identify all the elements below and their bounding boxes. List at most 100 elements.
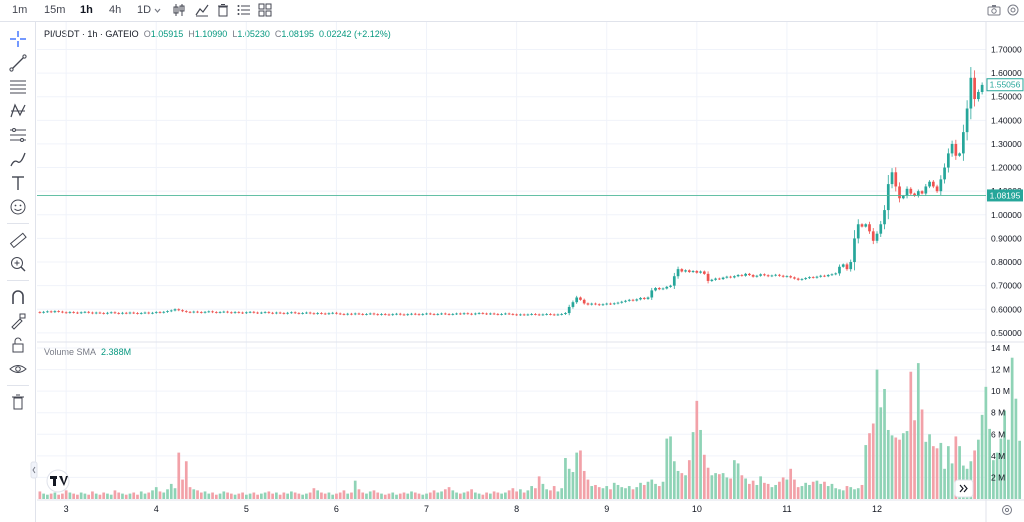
candle-body — [620, 301, 624, 303]
candle-body — [173, 309, 177, 311]
emoji-icon[interactable] — [8, 197, 28, 217]
list-icon[interactable] — [237, 3, 251, 17]
lock-drawing-icon[interactable] — [8, 311, 28, 331]
volume-bar — [992, 460, 995, 499]
ruler-icon[interactable] — [8, 230, 28, 250]
volume-bar — [624, 488, 627, 499]
timeframe-15m[interactable]: 15m — [44, 4, 66, 16]
timeframe-1d[interactable]: 1D — [133, 3, 165, 17]
volume-bar — [68, 492, 72, 499]
time-tick-label: 10 — [692, 504, 702, 514]
trash-icon[interactable] — [8, 392, 28, 412]
volume-bar — [687, 460, 691, 499]
volume-bar — [744, 478, 747, 499]
eye-icon[interactable] — [8, 359, 28, 379]
volume-bar — [162, 492, 166, 499]
measure-icon[interactable] — [8, 125, 28, 145]
timeframe-1m[interactable]: 1m — [12, 4, 28, 16]
candle-body — [624, 300, 627, 302]
candle-body — [466, 313, 470, 315]
price-tick-label: 0.80000 — [991, 257, 1022, 267]
volume-legend[interactable]: Volume SMA 2.388M — [44, 347, 131, 357]
candle-body — [406, 314, 410, 316]
pattern-icon[interactable] — [8, 101, 28, 121]
volume-bar — [199, 492, 203, 499]
indicators-icon[interactable] — [195, 3, 209, 17]
magnet-icon[interactable] — [8, 287, 28, 307]
trendline-icon[interactable] — [8, 53, 28, 73]
volume-bar — [489, 493, 492, 499]
candle-body — [860, 224, 864, 227]
candle-body — [778, 274, 781, 276]
candle-body — [691, 271, 695, 272]
volume-bar — [1007, 439, 1010, 499]
volume-bar — [639, 482, 642, 499]
candle-body — [522, 314, 526, 316]
candle-body — [687, 270, 691, 272]
candle-body — [939, 179, 943, 192]
layout-icon[interactable] — [258, 3, 272, 17]
candles-icon[interactable] — [172, 3, 186, 17]
candle-body — [871, 231, 875, 241]
volume-bar — [293, 492, 297, 499]
volume-bar — [823, 481, 826, 499]
volume-bar — [594, 484, 597, 499]
settings-icon[interactable] — [1006, 3, 1020, 17]
volume-bar — [410, 491, 413, 499]
volume-bar — [680, 473, 684, 499]
candle-body — [609, 303, 612, 305]
crosshair-icon[interactable] — [8, 29, 28, 49]
candle-body — [128, 312, 132, 314]
volume-bar — [841, 490, 845, 499]
scroll-to-realtime-button[interactable] — [954, 479, 974, 498]
candle-body — [425, 313, 428, 315]
volume-sma-label: Volume SMA — [44, 347, 97, 357]
text-icon[interactable] — [8, 173, 28, 193]
volume-bar — [545, 489, 549, 499]
volume-bar — [702, 454, 706, 499]
symbol-label[interactable]: PI/USDT · 1h · GATEIO — [44, 29, 139, 39]
candle-body — [770, 275, 774, 277]
volume-bar — [564, 458, 567, 499]
candle-body — [751, 275, 755, 277]
axis-settings-icon[interactable] — [1002, 505, 1012, 515]
fib-icon[interactable] — [8, 77, 28, 97]
volume-bar — [338, 492, 342, 499]
volume-bar — [916, 363, 920, 499]
collapse-panel-handle[interactable] — [30, 461, 38, 479]
candle-body — [368, 313, 372, 315]
volume-bar — [710, 475, 714, 499]
candle-body — [391, 314, 395, 316]
candle-body — [755, 275, 759, 277]
timeframe-4h[interactable]: 4h — [109, 4, 122, 16]
time-tick-label: 4 — [154, 504, 159, 514]
zoom-in-icon[interactable] — [8, 254, 28, 274]
trash-icon[interactable] — [216, 3, 230, 17]
volume-bar — [980, 414, 984, 499]
volume-bar — [98, 494, 102, 499]
volume-bar — [890, 435, 894, 499]
volume-bar — [320, 492, 323, 499]
volume-bar — [665, 438, 669, 499]
candle-body — [507, 313, 511, 315]
candle-body — [935, 186, 939, 192]
close-label: C — [274, 29, 282, 39]
price-tick-label: 1.70000 — [991, 44, 1022, 54]
candle-body — [53, 311, 57, 313]
timeframe-1h[interactable]: 1h — [80, 4, 93, 16]
volume-bar — [106, 493, 109, 499]
candle-body — [365, 314, 368, 315]
volume-bar — [1014, 398, 1018, 499]
candle-body — [785, 276, 789, 278]
tradingview-logo[interactable] — [46, 469, 70, 493]
lock-icon[interactable] — [8, 335, 28, 355]
volume-bar — [301, 494, 305, 499]
candle-body — [639, 297, 642, 300]
camera-icon[interactable] — [987, 3, 1001, 17]
volume-bar — [241, 492, 244, 499]
volume-bar — [898, 439, 901, 499]
crosshair-price-badge: 1.08195 — [987, 189, 1023, 202]
brush-icon[interactable] — [8, 149, 28, 169]
volume-bar — [124, 494, 128, 499]
